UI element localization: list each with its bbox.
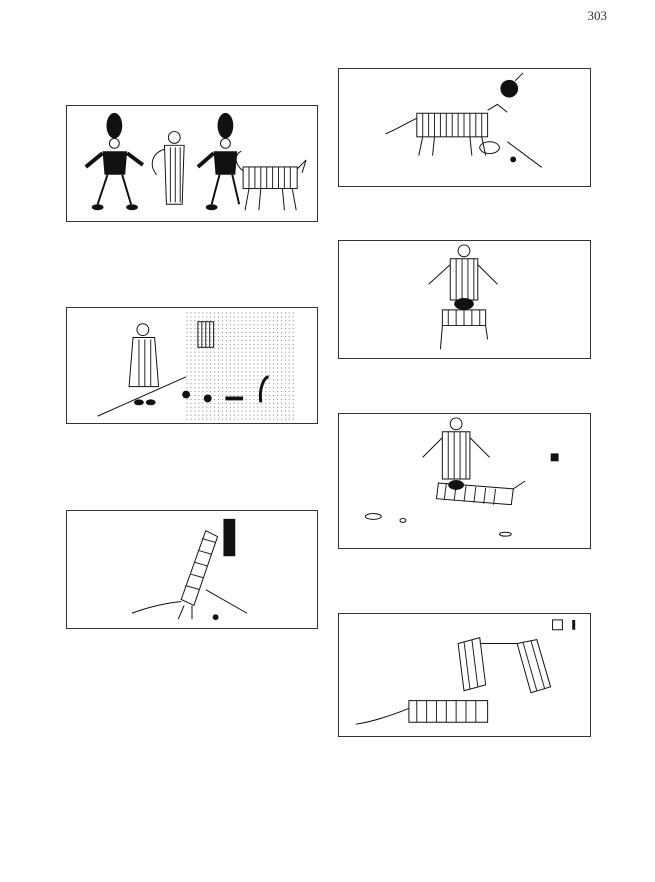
- illustration-panel-figure: [338, 240, 591, 359]
- figure-drawing: [428, 244, 498, 350]
- illustration-panel-clown: [338, 68, 591, 187]
- rearing-drawing: [131, 518, 248, 621]
- illustration-panel-rearing: [66, 510, 318, 629]
- wall-drawing: [97, 311, 295, 421]
- illustration-panel-riding: [338, 413, 591, 549]
- page-number: 303: [587, 8, 608, 23]
- falling-drawing: [355, 619, 576, 725]
- guards-drawing: [84, 112, 307, 211]
- illustration-panel-guards: [66, 105, 318, 222]
- riding-drawing: [364, 417, 559, 537]
- illustration-panel-falling: [338, 613, 591, 737]
- clown-drawing: [385, 72, 542, 168]
- illustration-panel-wall: [66, 307, 318, 424]
